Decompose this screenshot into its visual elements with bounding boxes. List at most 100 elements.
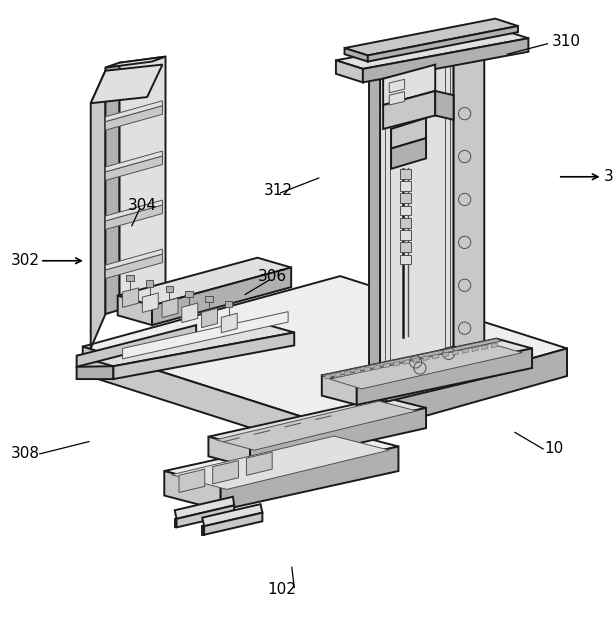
Polygon shape bbox=[313, 348, 567, 448]
Polygon shape bbox=[172, 436, 389, 489]
Polygon shape bbox=[400, 181, 411, 191]
Polygon shape bbox=[322, 339, 532, 385]
Polygon shape bbox=[205, 295, 213, 302]
Polygon shape bbox=[374, 365, 380, 370]
Polygon shape bbox=[202, 504, 262, 526]
Polygon shape bbox=[336, 29, 528, 69]
Polygon shape bbox=[179, 469, 205, 493]
Polygon shape bbox=[356, 346, 527, 388]
Polygon shape bbox=[142, 293, 158, 313]
Polygon shape bbox=[166, 286, 173, 292]
Polygon shape bbox=[400, 205, 411, 216]
Polygon shape bbox=[452, 350, 459, 355]
Polygon shape bbox=[221, 313, 237, 333]
Polygon shape bbox=[146, 281, 153, 286]
Polygon shape bbox=[394, 361, 400, 366]
Polygon shape bbox=[368, 26, 518, 61]
Polygon shape bbox=[413, 358, 419, 362]
Text: 303: 303 bbox=[604, 169, 613, 184]
Polygon shape bbox=[202, 526, 204, 535]
Polygon shape bbox=[325, 374, 331, 379]
Polygon shape bbox=[443, 352, 449, 357]
Polygon shape bbox=[152, 267, 291, 325]
Text: 10: 10 bbox=[544, 441, 563, 456]
Polygon shape bbox=[330, 343, 522, 389]
Polygon shape bbox=[213, 461, 238, 484]
Polygon shape bbox=[400, 242, 411, 252]
Polygon shape bbox=[345, 48, 368, 61]
Polygon shape bbox=[77, 366, 113, 379]
Text: 312: 312 bbox=[264, 182, 292, 198]
Polygon shape bbox=[363, 38, 528, 82]
Polygon shape bbox=[118, 258, 291, 306]
Polygon shape bbox=[77, 325, 196, 367]
Polygon shape bbox=[105, 101, 162, 122]
Polygon shape bbox=[105, 200, 162, 221]
Polygon shape bbox=[164, 432, 398, 486]
Polygon shape bbox=[391, 118, 426, 149]
Polygon shape bbox=[391, 138, 426, 169]
Polygon shape bbox=[123, 288, 139, 308]
Polygon shape bbox=[105, 151, 162, 172]
Polygon shape bbox=[105, 106, 162, 130]
Polygon shape bbox=[83, 276, 567, 420]
Text: 306: 306 bbox=[257, 269, 287, 283]
Polygon shape bbox=[423, 356, 429, 360]
Polygon shape bbox=[354, 369, 360, 374]
Polygon shape bbox=[175, 519, 177, 528]
Polygon shape bbox=[204, 513, 262, 535]
Polygon shape bbox=[120, 57, 166, 310]
Polygon shape bbox=[400, 169, 411, 179]
Polygon shape bbox=[225, 300, 232, 307]
Polygon shape bbox=[91, 64, 162, 103]
Polygon shape bbox=[403, 359, 409, 364]
Polygon shape bbox=[435, 91, 454, 120]
Text: 304: 304 bbox=[128, 198, 156, 213]
Text: 310: 310 bbox=[552, 34, 581, 49]
Text: 102: 102 bbox=[267, 582, 297, 597]
Polygon shape bbox=[380, 43, 454, 368]
Polygon shape bbox=[186, 290, 193, 297]
Polygon shape bbox=[400, 218, 411, 228]
Polygon shape bbox=[492, 343, 498, 348]
Polygon shape bbox=[162, 298, 178, 318]
Polygon shape bbox=[400, 255, 411, 264]
Polygon shape bbox=[105, 57, 166, 68]
Polygon shape bbox=[246, 452, 272, 475]
Polygon shape bbox=[105, 63, 120, 314]
Polygon shape bbox=[454, 43, 484, 355]
Polygon shape bbox=[105, 205, 162, 230]
Polygon shape bbox=[77, 322, 294, 366]
Polygon shape bbox=[400, 230, 411, 240]
Polygon shape bbox=[357, 348, 532, 405]
Polygon shape bbox=[462, 348, 468, 353]
Polygon shape bbox=[83, 346, 313, 448]
Polygon shape bbox=[345, 19, 518, 56]
Polygon shape bbox=[400, 193, 411, 203]
Polygon shape bbox=[345, 371, 351, 375]
Polygon shape bbox=[250, 408, 426, 468]
Polygon shape bbox=[202, 308, 218, 328]
Polygon shape bbox=[221, 447, 398, 510]
Polygon shape bbox=[433, 354, 439, 359]
Polygon shape bbox=[336, 61, 363, 82]
Polygon shape bbox=[105, 249, 162, 270]
Polygon shape bbox=[123, 311, 288, 359]
Polygon shape bbox=[105, 254, 162, 279]
Polygon shape bbox=[105, 156, 162, 181]
Text: 308: 308 bbox=[11, 447, 40, 461]
Polygon shape bbox=[384, 363, 390, 368]
Polygon shape bbox=[177, 505, 234, 528]
Polygon shape bbox=[472, 346, 478, 352]
Polygon shape bbox=[91, 71, 105, 348]
Polygon shape bbox=[175, 497, 234, 519]
Polygon shape bbox=[364, 367, 370, 372]
Polygon shape bbox=[164, 471, 221, 510]
Polygon shape bbox=[118, 295, 152, 325]
Polygon shape bbox=[383, 64, 435, 105]
Polygon shape bbox=[389, 79, 405, 93]
Polygon shape bbox=[482, 345, 488, 350]
Polygon shape bbox=[322, 339, 501, 378]
Polygon shape bbox=[208, 397, 426, 448]
Polygon shape bbox=[322, 375, 357, 405]
